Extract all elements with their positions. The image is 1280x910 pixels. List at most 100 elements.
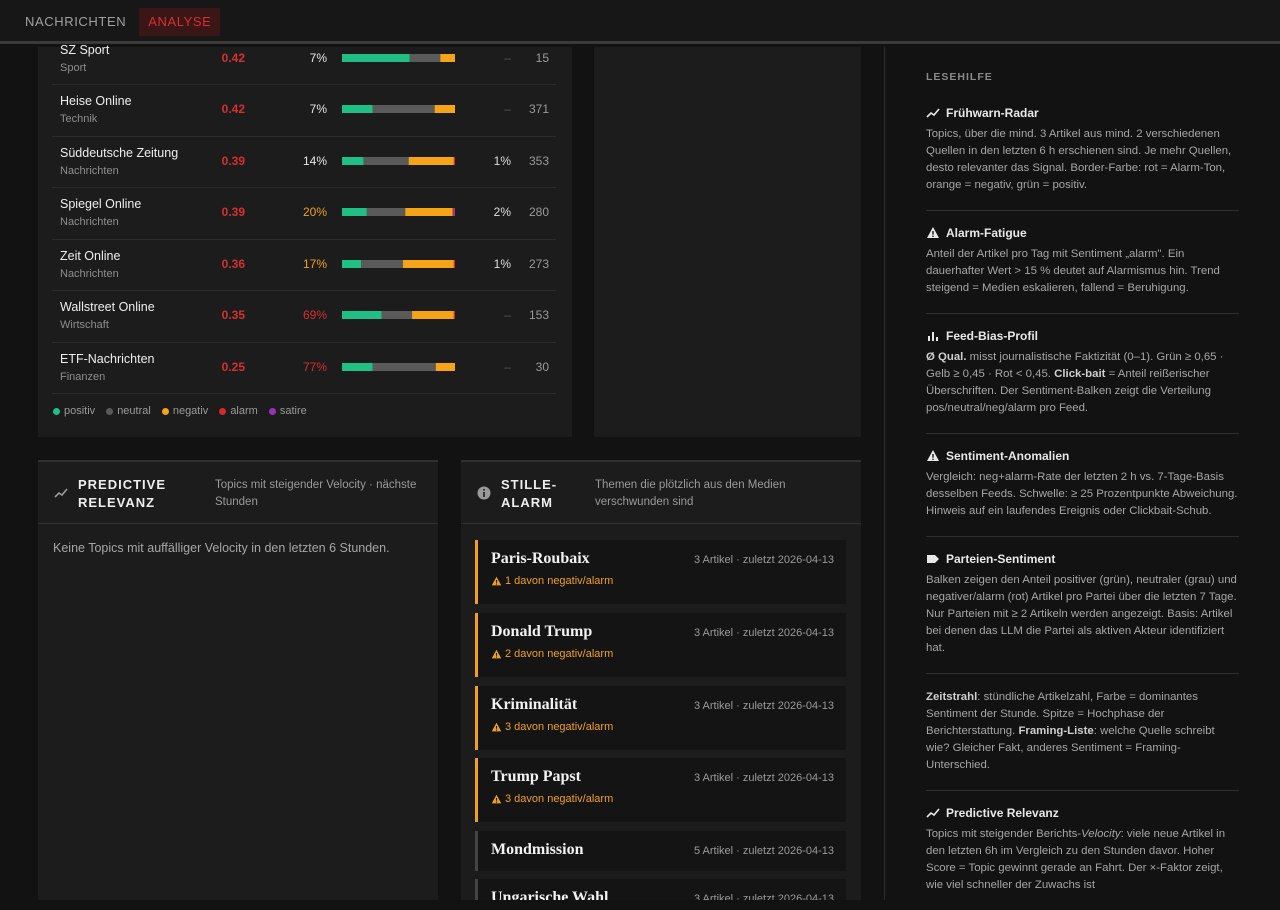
feed-clickbait: 7% [309,102,327,116]
help-body: Topics mit steigender Berichts-Velocity:… [926,826,1239,894]
row-separator [52,238,556,240]
sentiment-segment [342,259,362,268]
feed-articles: 15 [535,50,549,65]
icon-shape [927,227,939,238]
legend-item: alarm [219,405,258,417]
icon [491,649,502,658]
icon-shape [927,555,939,563]
feed-category: Technik [60,113,98,125]
feed-name: Wallstreet Online [60,300,155,314]
sentiment-bar [342,156,455,165]
feed-articles: 153 [528,308,549,322]
warning-text: 3 davon negativ/alarm [505,721,614,733]
silent-item[interactable]: Kriminalität 3 Artikel · zuletzt 2026-04-… [475,686,846,750]
feed-category: Finanzen [60,370,106,383]
sentiment-bar [342,311,455,319]
feed-quality: 0.39 [221,153,245,168]
body-text: = Anteil reißerischer Überschriften. Der… [926,368,1211,414]
row-separator [52,187,556,188]
item-meta: 3 Artikel · zuletzt 2026-04-13 [693,627,834,639]
item-meta: 3 Artikel · zuletzt 2026-04-13 [693,772,834,784]
feed-quality: 0.42 [221,50,245,65]
help-body: Ø Qual. misst journalistische Faktizität… [926,349,1239,417]
item-warning: 3 davon negativ/alarm [491,721,613,733]
sentiment-segment [363,156,409,165]
panel-subtitle: Themen die plötzlich aus den Medien vers… [595,479,786,508]
feed-clickbait: 69% [302,308,327,322]
sentiment-segment [405,208,453,216]
heading-text: Alarm-Fatigue [946,226,1027,240]
sentiment-segment [403,259,454,268]
feed-category: Sport [60,61,87,74]
sentiment-bar [342,362,455,371]
help-title: LESEHILFE [926,71,993,83]
feed-name: Zeit Online [60,248,121,263]
icon [491,576,502,585]
feed-quality: 0.25 [221,359,245,374]
icon-shape [932,332,934,341]
item-title: Mondmission [491,841,584,858]
warning-text: 3 davon negativ/alarm [505,793,614,805]
feed-category: Wirtschaft [60,319,109,331]
nav-tab[interactable]: ANALYSE [139,8,221,36]
feed-category: Nachrichten [60,216,119,228]
silent-item[interactable]: Donald Trump 3 Artikel · zuletzt 2026-04-… [475,613,846,677]
item-warning: 2 davon negativ/alarm [491,648,613,660]
item-warning: 1 davon negativ/alarm [491,575,613,587]
heading-text: Frühwarn-Radar [946,106,1039,120]
heading-text: Sentiment-Anomalien [946,449,1070,463]
silent-item[interactable]: Paris-Roubaix 3 Artikel · zuletzt 2026-04… [475,540,846,604]
sentiment-segment [342,53,410,62]
item-title: Ungarische Wahl [491,889,609,900]
sentiment-segment [342,156,364,165]
icon [927,450,939,461]
nav-tab[interactable]: NACHRICHTEN [25,14,127,29]
help-section: Alarm-Fatigue Anteil der Artikel pro Tag … [926,211,1239,314]
icon [926,108,940,118]
feed-bias-panel: SZ Sport Sport 0.42 7% – 15 Heise Online Techni… [38,43,572,437]
body-text: Balken zeigen den Anteil positiver (grün… [926,574,1237,654]
silent-alarm-panel: STILLE-ALARM Themen die plötzlich aus den… [461,460,861,900]
sentiment-segment [342,208,367,216]
legend-label: neutral [117,405,151,417]
legend: positiv neutral negativ alarm satire [53,405,307,417]
silent-item[interactable]: Trump Papst 3 Artikel · zuletzt 2026-04-1… [475,758,846,822]
sentiment-segment [453,259,455,268]
heading-text: Feed-Bias-Profil [946,329,1039,343]
legend-swatch [106,407,114,415]
icon-shape [926,808,940,818]
panel-title: STILLE-ALARM [501,477,558,510]
silent-item[interactable]: Mondmission 5 Artikel · zuletzt 2026-04-1… [475,831,846,871]
sentiment-segment [440,53,455,62]
feed-articles: 273 [528,256,549,271]
sentiment-segment [361,259,404,268]
body-text: Topics mit steigender Berichts- [926,828,1082,840]
feed-clickbait: 77% [302,359,327,374]
help-section: Predictive Relevanz Topics mit steigender… [926,791,1239,910]
feed-anomaly: – [504,50,511,65]
predictive-panel: PREDICTIVE RELEVANZ Topics mit steigender… [38,460,438,900]
legend-label: alarm [230,405,258,417]
sentiment-segment [372,362,436,371]
silent-item[interactable]: Ungarische Wahl 3 Artikel · zuletzt 2026-… [475,879,846,900]
icon [928,332,938,341]
legend-item: neutral [106,405,151,417]
item-meta: 3 Artikel · zuletzt 2026-04-13 [693,893,834,900]
help-body: Zeitstrahl: stündliche Artikelzahl, Farb… [926,689,1239,774]
legend-label: negativ [172,405,209,417]
feed-name: SZ Sport [60,42,110,57]
feed-name: Heise Online [60,94,132,108]
body-bold: Ø Qual. [926,351,967,363]
body-text: : stündliche Artikelzahl, Farbe = domina… [926,691,1198,737]
icon [491,794,502,803]
legend-item: satire [268,405,307,417]
row-separator [52,135,556,137]
feed-articles: 353 [528,153,549,168]
help-body: Anteil der Artikel pro Tag mit Sentiment… [926,246,1239,297]
icon-shape [936,337,938,341]
body-italic: Velocity [1081,828,1121,840]
icon-shape [54,488,68,498]
body-text: : welche Quelle schreibt wie? Gleicher F… [926,725,1215,771]
icon-shape [928,336,930,341]
feed-anomaly: 2% [493,205,511,219]
